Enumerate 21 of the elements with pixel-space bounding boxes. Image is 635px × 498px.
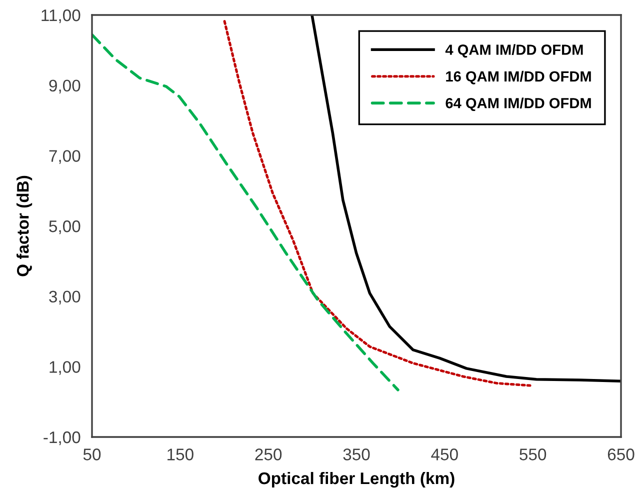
y-axis-title: Q factor (dB)	[16, 176, 32, 276]
legend-label: 64 QAM IM/DD OFDM	[446, 98, 591, 112]
legend-label: 16 QAM IM/DD OFDM	[446, 70, 591, 84]
line-series	[310, 15, 621, 382]
y-tick-label: 3,00	[49, 290, 80, 305]
x-tick-label: 350	[343, 448, 370, 460]
x-tick-label: 50	[83, 448, 101, 460]
x-tick-label: 250	[255, 448, 282, 460]
x-tick-label: 150	[168, 448, 194, 460]
y-tick-label: 9,00	[49, 80, 80, 94]
y-tick-label: 11,00	[42, 9, 80, 24]
x-tick-label: 550	[520, 448, 546, 460]
x-axis-title: Optical fiber Length (km)	[258, 472, 454, 488]
line-series	[92, 33, 400, 392]
legend-label: 4 QAM IM/DD OFDM	[445, 44, 583, 58]
x-tick-label: 450	[431, 448, 458, 460]
y-tick-label: -1,00	[44, 431, 80, 446]
y-tick-label: 5,00	[49, 220, 80, 234]
x-tick-label: 650	[608, 448, 634, 460]
y-tick-label: 1,00	[50, 361, 80, 375]
y-tick-label: 7,00	[49, 150, 80, 164]
